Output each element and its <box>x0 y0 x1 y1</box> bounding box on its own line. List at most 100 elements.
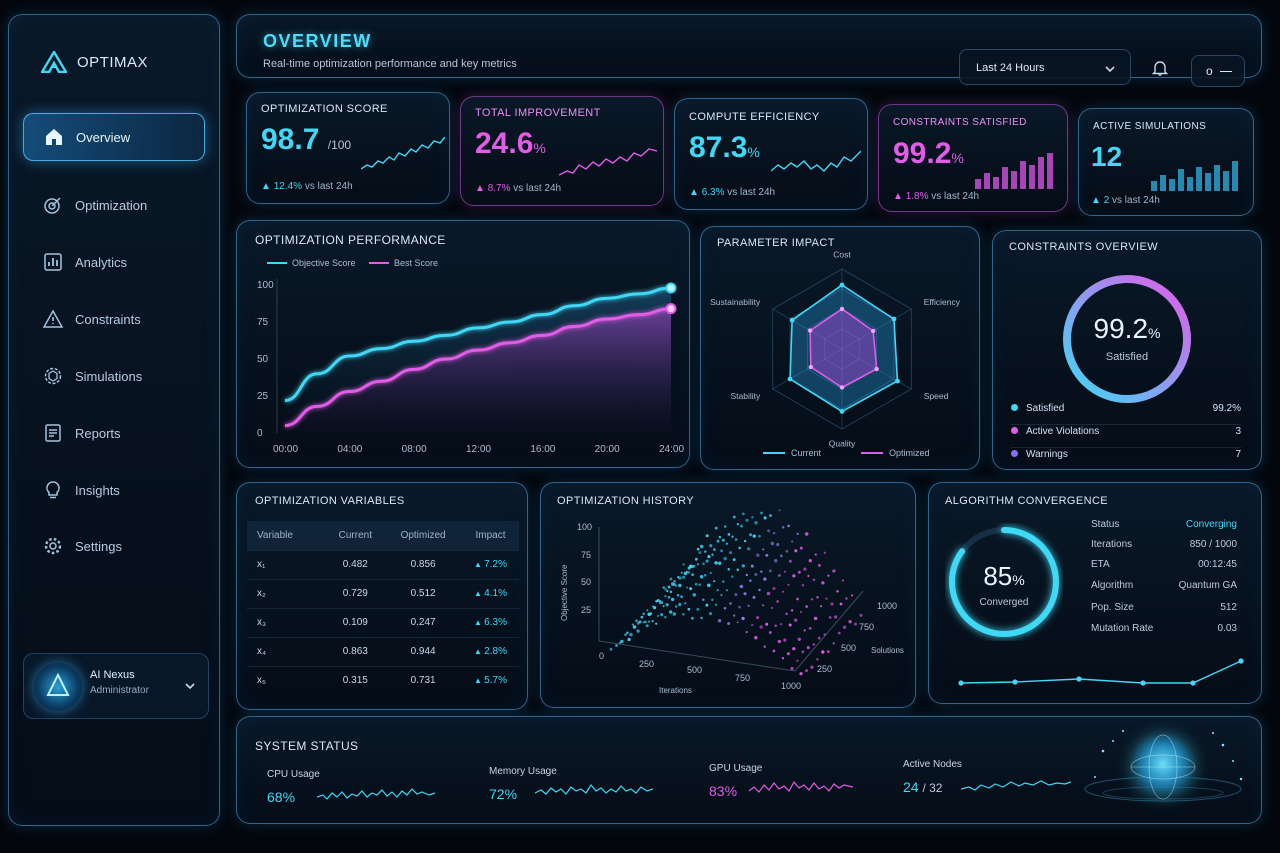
time-range-value: Last 24 Hours <box>976 62 1045 74</box>
scatter-point <box>777 573 781 577</box>
sidebar-item-reports[interactable]: Reports <box>23 409 205 457</box>
scatter-point <box>768 631 772 634</box>
stat-value: 0.03 <box>1217 623 1237 634</box>
sidebar-item-optimization[interactable]: Optimization <box>23 181 205 229</box>
scatter-point <box>720 549 724 553</box>
scatter-point <box>618 641 622 645</box>
cpu-usage-value: 68% <box>267 789 296 805</box>
kpi-delta: ▲ 6.3% vs last 24h <box>689 187 775 198</box>
sidebar-item-settings[interactable]: Settings <box>23 522 205 570</box>
scatter-point <box>702 562 705 566</box>
scatter-point <box>781 657 785 660</box>
sidebar-item-label: Constraints <box>75 311 141 327</box>
kpi-card-total-improvement[interactable]: TOTAL IMPROVEMENT 24.6% ▲ 8.7% vs last 2… <box>460 96 664 206</box>
bell-icon[interactable] <box>1151 59 1169 77</box>
sidebar-item-insights[interactable]: Insights <box>23 466 205 514</box>
sidebar-item-analytics[interactable]: Analytics <box>23 238 205 286</box>
kpi-number: 99.2 <box>893 137 952 170</box>
scatter-point <box>810 665 814 669</box>
kpi-card-optimization-score[interactable]: OPTIMIZATION SCORE 98.7 /100 ▲ 12.4% vs … <box>246 92 450 204</box>
table-row[interactable]: x₅ 0.315 0.731 ▲ 5.7% <box>247 666 519 695</box>
stat-label: Iterations <box>1091 539 1133 550</box>
time-range-select[interactable]: Last 24 Hours <box>959 49 1131 85</box>
scatter-point <box>669 590 673 594</box>
kpi-title: ACTIVE SIMULATIONS <box>1093 121 1207 132</box>
table-row[interactable]: x₃ 0.109 0.247 ▲ 6.3% <box>247 608 519 637</box>
stat-row-eta: ETA 00:12:45 <box>1091 559 1237 570</box>
scatter-point <box>765 553 769 557</box>
kpi-number: 24.6 <box>475 127 534 160</box>
table-row[interactable]: x₁ 0.482 0.856 ▲ 7.2% <box>247 550 519 579</box>
kpi-card-constraints-satisfied[interactable]: CONSTRAINTS SATISFIED 99.2% ▲ 1.8% vs la… <box>878 104 1068 212</box>
sidebar-item-simulations[interactable]: Simulations <box>23 352 205 400</box>
kpi-card-compute-efficiency[interactable]: COMPUTE EFFICIENCY 87.3% ▲ 6.3% vs last … <box>674 98 868 210</box>
axis-line <box>598 640 796 672</box>
gpu-usage-value: 83% <box>709 783 738 799</box>
scatter-point <box>725 589 728 592</box>
gpu-usage-label: GPU Usage <box>709 763 763 774</box>
scatter-point <box>765 622 769 626</box>
kpi-title: COMPUTE EFFICIENCY <box>689 111 820 123</box>
scatter-point <box>759 625 763 629</box>
ai-logo-icon <box>46 672 70 696</box>
scatter-point <box>655 622 658 625</box>
scatter-point <box>664 595 667 598</box>
chevron-down-icon[interactable] <box>184 680 196 692</box>
scatter-point <box>841 579 844 582</box>
table-row[interactable]: x₄ 0.863 0.944 ▲ 2.8% <box>247 637 519 666</box>
scatter-point <box>834 615 838 619</box>
app-logo[interactable]: OPTIMAX <box>41 51 148 73</box>
kpi-card-active-simulations[interactable]: ACTIVE SIMULATIONS 12 ▲ 2 vs last 24h <box>1078 108 1254 216</box>
scatter-point <box>723 556 727 561</box>
kpi-unit: % <box>533 140 546 156</box>
area-best <box>285 308 671 433</box>
kpi-value: 24.6% <box>475 127 546 161</box>
scatter-point <box>769 514 772 517</box>
x-tick: 08:00 <box>402 444 427 455</box>
radar-grid-ring <box>772 268 912 430</box>
scatter-point <box>787 524 790 528</box>
scatter-point <box>627 637 631 642</box>
scatter-point <box>673 583 676 587</box>
status-dot <box>1011 450 1018 457</box>
scatter-point <box>776 600 779 603</box>
var-name: x₅ <box>257 675 267 687</box>
gauge-label: Satisfied <box>1105 351 1149 363</box>
active-nodes-total: / 32 <box>922 781 943 795</box>
kpi-delta-value: 12.4% <box>273 181 303 192</box>
stat-row-algorithm: Algorithm Quantum GA <box>1091 580 1237 591</box>
kpi-title: OPTIMIZATION SCORE <box>261 103 388 115</box>
scatter-point <box>734 538 738 541</box>
scatter-point <box>687 607 691 611</box>
status-dot <box>1011 427 1018 434</box>
radar-axis-label: Efficiency <box>924 297 961 307</box>
table-row[interactable]: x₂ 0.729 0.512 ▲ 4.1% <box>247 579 519 608</box>
cpu-sparkline <box>317 788 435 800</box>
scatter-point <box>711 598 714 602</box>
sidebar-item-constraints[interactable]: Constraints <box>23 295 205 343</box>
kpi-value: 98.7 /100 <box>261 123 351 157</box>
scatter-point <box>657 614 660 617</box>
scatter-point <box>722 580 725 583</box>
x-tick: 00:00 <box>273 444 298 455</box>
stat-value: 850 / 1000 <box>1189 539 1237 550</box>
scatter-point <box>682 563 685 566</box>
scatter-point <box>732 558 736 562</box>
user-card[interactable]: AI Nexus Administrator <box>23 653 209 719</box>
scatter-point <box>770 541 775 546</box>
z-tick: 1000 <box>877 601 897 611</box>
scatter-point <box>736 621 739 624</box>
stat-label: Pop. Size <box>1091 602 1134 613</box>
toggle-button[interactable]: o <box>1191 55 1245 87</box>
radar-axis-label: Quality <box>829 438 856 448</box>
scatter-point <box>714 526 718 530</box>
scatter-point <box>716 589 719 592</box>
sidebar-item-label: Overview <box>76 129 131 145</box>
scatter-point <box>796 532 799 536</box>
sidebar-item-overview[interactable]: Overview <box>23 113 205 161</box>
scatter-point <box>696 547 700 551</box>
scatter-point <box>707 555 711 559</box>
scatter-point <box>705 534 709 538</box>
impact-value: 2.8% <box>484 646 507 657</box>
scatter-point <box>797 570 801 574</box>
